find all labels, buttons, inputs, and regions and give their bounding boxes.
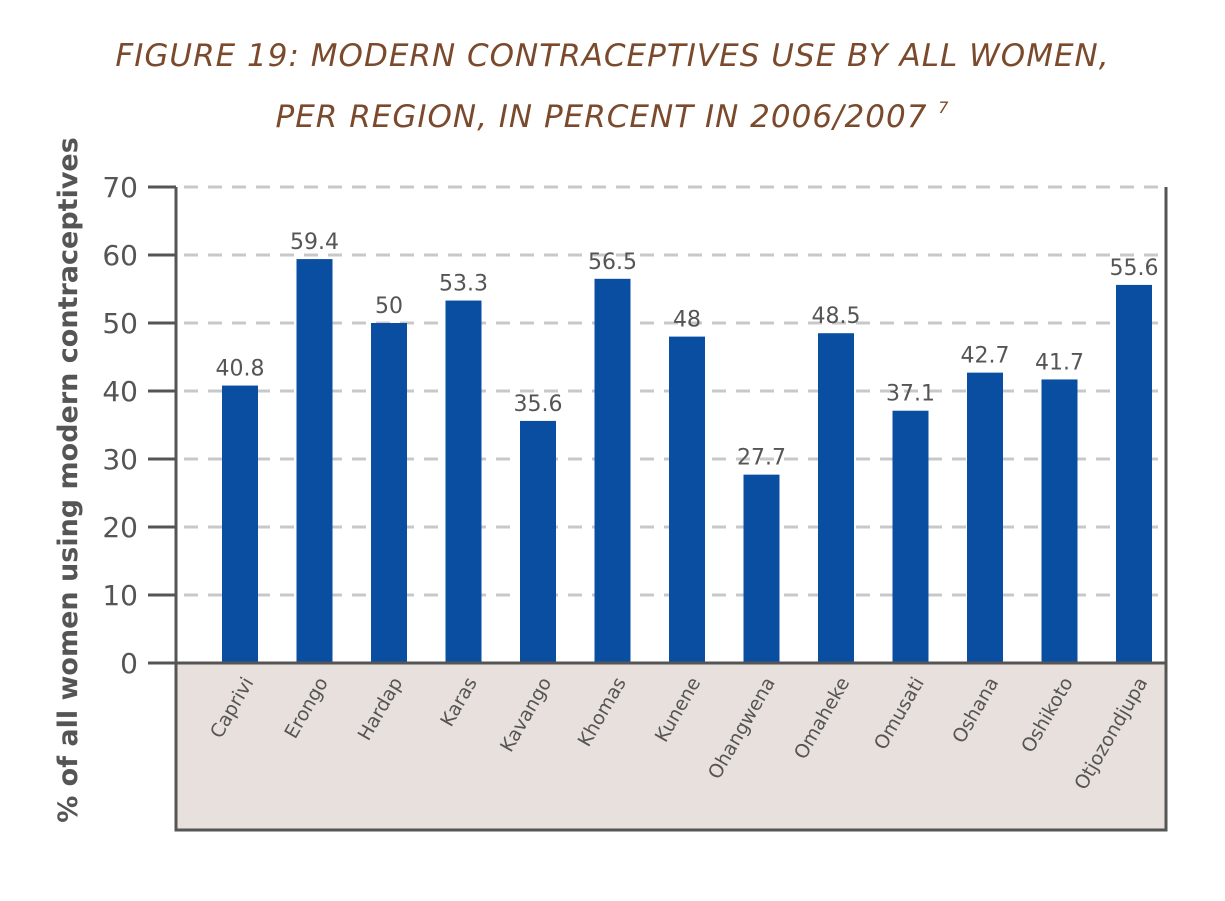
y-tick-label: 70 xyxy=(102,171,138,204)
y-tick-label: 10 xyxy=(102,579,138,612)
data-label-ohangwena: 27.7 xyxy=(737,446,786,471)
data-label-hardap: 50 xyxy=(375,294,403,319)
chart-title-line-2-text: PER REGION, IN PERCENT IN 2006/2007 xyxy=(275,99,928,135)
y-tick-label: 40 xyxy=(102,375,138,408)
bar-ohangwena xyxy=(743,474,780,663)
bar-erongo xyxy=(296,259,333,663)
data-label-kavango: 35.6 xyxy=(514,392,563,417)
bar-oshikoto xyxy=(1041,379,1078,663)
bar-khomas xyxy=(594,278,631,663)
footnote-marker: 7 xyxy=(938,98,950,117)
chart-title: FIGURE 19: MODERN CONTRACEPTIVES USE BY … xyxy=(0,30,1225,143)
y-tick-label: 50 xyxy=(102,307,138,340)
y-tick-label: 0 xyxy=(120,647,138,680)
data-label-erongo: 59.4 xyxy=(290,230,339,255)
bar-caprivi xyxy=(222,385,258,663)
bar-kunene xyxy=(669,336,705,663)
bar-karas xyxy=(445,300,482,663)
y-tick-label: 20 xyxy=(102,511,138,544)
data-label-omaheke: 48.5 xyxy=(812,304,861,329)
bar-hardap xyxy=(371,323,407,663)
data-label-karas: 53.3 xyxy=(439,272,488,297)
bar-kavango xyxy=(520,420,556,663)
bars xyxy=(222,259,1152,663)
data-label-caprivi: 40.8 xyxy=(216,357,265,382)
bar-oshana xyxy=(967,372,1003,663)
chart-title-line-1: FIGURE 19: MODERN CONTRACEPTIVES USE BY … xyxy=(115,38,1110,74)
data-label-kunene: 48 xyxy=(673,308,701,333)
data-label-oshikoto: 41.7 xyxy=(1035,350,1084,375)
bar-otjozondjupa xyxy=(1116,284,1152,663)
bar-omaheke xyxy=(818,333,854,663)
chart-title-line-2: PER REGION, IN PERCENT IN 2006/2007 7 xyxy=(0,82,1225,143)
data-label-khomas: 56.5 xyxy=(588,250,637,275)
axes xyxy=(148,185,1168,665)
data-label-omusati: 37.1 xyxy=(886,382,935,407)
data-label-oshana: 42.7 xyxy=(961,344,1010,369)
data-label-otjozondjupa: 55.6 xyxy=(1110,256,1159,281)
bar-omusati xyxy=(892,410,929,663)
y-tick-label: 30 xyxy=(102,443,138,476)
y-tick-label: 60 xyxy=(102,239,138,272)
y-axis-title: % of all women using modern contraceptiv… xyxy=(53,137,84,823)
